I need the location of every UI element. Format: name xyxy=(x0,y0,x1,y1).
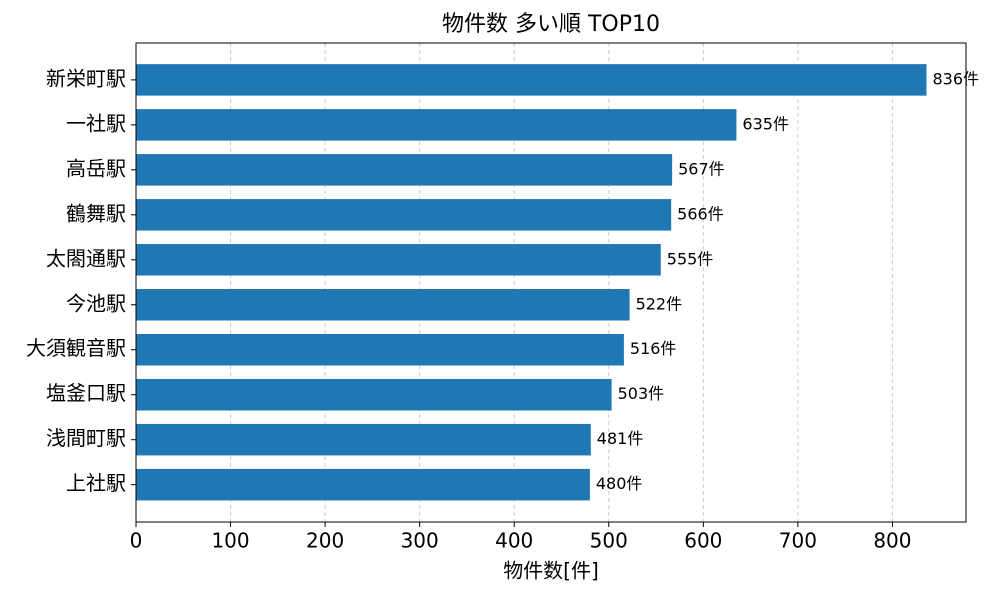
plot-frame xyxy=(135,42,967,523)
value-label: 503件 xyxy=(618,384,665,403)
bar xyxy=(136,64,927,96)
y-tick-label: 大須観音駅 xyxy=(26,336,126,360)
value-label: 522件 xyxy=(636,294,683,313)
x-tick-label: 600 xyxy=(684,529,722,553)
x-tick-label: 700 xyxy=(779,529,817,553)
x-tick-label: 400 xyxy=(495,529,533,553)
y-tick-label: 新栄町駅 xyxy=(46,66,126,90)
x-axis-label: 物件数[件] xyxy=(503,559,599,583)
bar xyxy=(136,154,673,186)
y-tick-label: 高岳駅 xyxy=(66,156,126,180)
value-label: 836件 xyxy=(932,69,979,88)
value-label: 567件 xyxy=(678,159,725,178)
x-tick-label: 500 xyxy=(590,529,628,553)
bar xyxy=(136,378,612,411)
value-label: 635件 xyxy=(742,114,789,133)
y-tick-label: 一社駅 xyxy=(66,111,126,135)
value-label: 555件 xyxy=(667,249,714,268)
bar xyxy=(136,199,672,231)
bar xyxy=(136,333,624,366)
y-tick-label: 塩釜口駅 xyxy=(46,381,126,405)
x-tick-label: 0 xyxy=(130,529,143,553)
chart-title: 物件数 多い順 TOP10 xyxy=(442,12,660,37)
x-tick-label: 300 xyxy=(401,529,439,553)
y-tick-label: 太閤通駅 xyxy=(46,246,126,270)
value-label: 481件 xyxy=(597,429,644,448)
y-tick-label: 今池駅 xyxy=(66,291,126,315)
value-label: 566件 xyxy=(677,204,724,223)
x-tick-label: 200 xyxy=(306,529,344,553)
bar xyxy=(136,423,591,456)
x-tick-label: 100 xyxy=(211,529,249,553)
bar xyxy=(136,468,590,501)
value-label: 516件 xyxy=(630,339,677,358)
y-tick-label: 浅間町駅 xyxy=(46,426,126,450)
bar xyxy=(136,289,630,321)
bar xyxy=(136,109,737,141)
y-tick-label: 鶴舞駅 xyxy=(66,201,126,225)
bar xyxy=(136,244,661,276)
value-label: 480件 xyxy=(596,474,643,493)
x-tick-label: 800 xyxy=(873,529,911,553)
y-tick-label: 上社駅 xyxy=(66,471,126,495)
